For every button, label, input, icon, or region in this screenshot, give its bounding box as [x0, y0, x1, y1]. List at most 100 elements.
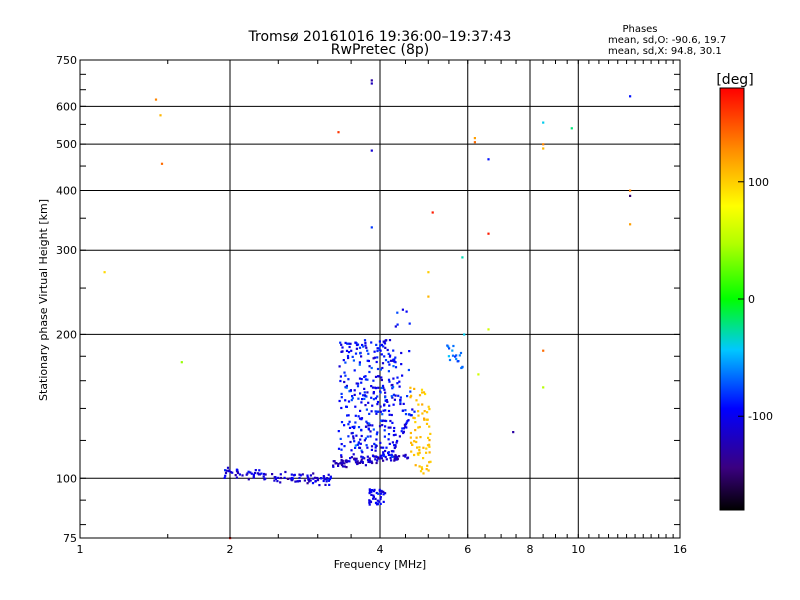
data-point	[407, 368, 410, 372]
data-point	[409, 396, 412, 399]
data-point	[224, 469, 227, 472]
data-point	[374, 387, 378, 390]
data-point	[350, 456, 353, 459]
data-point	[301, 473, 304, 476]
data-point	[629, 189, 632, 192]
x-tick-label: 2	[227, 543, 234, 556]
data-point	[309, 474, 312, 477]
data-point	[360, 429, 363, 432]
data-point	[399, 396, 402, 399]
data-point	[414, 429, 417, 432]
data-point	[235, 469, 239, 472]
data-point	[406, 420, 409, 423]
data-point	[427, 295, 430, 298]
data-point	[421, 403, 424, 406]
data-point	[369, 500, 373, 504]
data-point	[339, 437, 342, 440]
data-point	[359, 392, 362, 395]
data-point	[379, 502, 382, 505]
data-point	[340, 454, 343, 457]
data-point	[374, 449, 377, 452]
data-point	[372, 398, 375, 401]
chart-subtitle: RwPretec (8p)	[331, 42, 429, 58]
y-tick-label: 100	[56, 472, 77, 485]
data-point	[250, 472, 253, 475]
data-point	[299, 474, 302, 477]
data-point	[374, 458, 377, 461]
data-point	[372, 495, 375, 498]
data-point	[382, 446, 385, 449]
data-point	[344, 386, 347, 389]
data-point	[366, 359, 369, 362]
data-point	[340, 343, 343, 346]
data-point	[373, 488, 376, 491]
data-point	[379, 391, 382, 394]
data-point	[405, 421, 408, 424]
data-point	[418, 465, 421, 468]
data-point	[286, 477, 289, 480]
data-point	[290, 473, 293, 476]
data-point	[347, 414, 350, 417]
data-point	[402, 427, 405, 430]
data-point	[461, 256, 464, 259]
data-point	[393, 426, 396, 430]
data-point	[376, 349, 379, 353]
colorbar-axis: 100 0 -100	[719, 87, 773, 511]
data-point	[542, 121, 545, 124]
data-point	[398, 455, 401, 458]
data-point	[394, 394, 397, 397]
data-point	[329, 475, 332, 478]
data-point	[366, 422, 369, 425]
data-point	[349, 440, 352, 444]
data-point	[374, 446, 377, 449]
data-point	[343, 371, 346, 374]
data-point	[393, 459, 396, 462]
data-point	[362, 394, 365, 397]
data-point	[363, 387, 366, 390]
data-point	[417, 453, 420, 456]
data-point	[372, 497, 375, 500]
data-point	[542, 349, 545, 352]
data-point	[235, 476, 238, 479]
data-point	[262, 475, 265, 478]
data-point	[350, 449, 353, 452]
data-point	[354, 459, 357, 462]
data-point	[384, 409, 387, 412]
data-point	[352, 437, 355, 440]
data-point	[372, 494, 375, 497]
data-point	[368, 365, 371, 368]
data-point	[392, 393, 395, 396]
data-point	[316, 479, 320, 482]
data-point	[353, 440, 356, 443]
data-point	[343, 424, 346, 427]
data-point	[347, 351, 351, 354]
data-point	[391, 421, 394, 424]
data-point	[387, 409, 391, 413]
data-point	[241, 474, 244, 477]
data-point	[329, 476, 332, 479]
data-point	[352, 359, 355, 362]
data-point	[396, 311, 399, 314]
data-point	[365, 420, 368, 423]
data-point	[348, 345, 351, 349]
data-point	[308, 480, 311, 483]
data-point	[381, 424, 384, 427]
data-point	[318, 484, 321, 487]
data-point	[387, 433, 391, 436]
data-point	[365, 444, 368, 447]
data-point	[384, 455, 387, 459]
data-point	[366, 455, 369, 458]
data-point	[229, 471, 232, 474]
data-point	[403, 423, 406, 426]
data-point	[316, 476, 319, 480]
data-point	[324, 483, 327, 486]
data-point	[393, 446, 396, 450]
data-point	[375, 502, 378, 505]
data-point	[422, 457, 425, 460]
data-point	[393, 457, 396, 460]
data-point	[379, 410, 382, 413]
data-point	[340, 443, 343, 446]
data-point	[427, 405, 430, 408]
data-point	[344, 399, 347, 402]
data-point	[390, 450, 393, 453]
